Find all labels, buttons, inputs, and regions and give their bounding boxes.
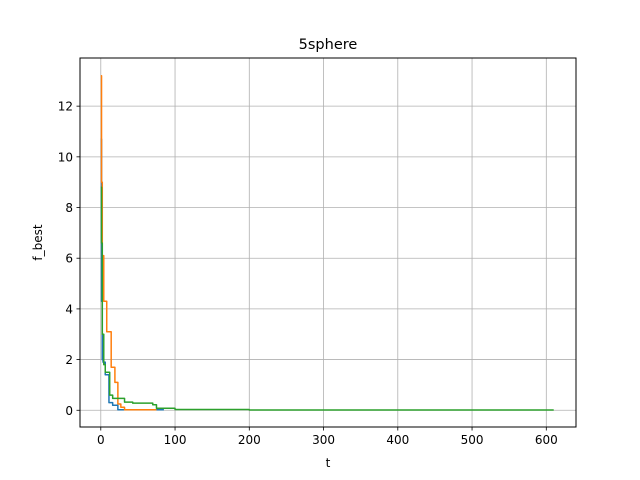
y-tick-label: 12 — [58, 100, 73, 114]
x-tick-label: 200 — [238, 433, 261, 447]
x-tick-label: 300 — [312, 433, 335, 447]
x-tick-label: 400 — [386, 433, 409, 447]
x-tick-label: 100 — [164, 433, 187, 447]
y-tick-label: 6 — [65, 252, 73, 266]
series-line-3 — [100, 186, 554, 411]
grid — [80, 58, 576, 427]
y-tick-label: 2 — [65, 353, 73, 367]
y-tick-label: 8 — [65, 201, 73, 215]
x-axis-label: t — [326, 456, 331, 470]
series-line-1 — [100, 138, 164, 411]
y-tick-label: 4 — [65, 302, 73, 316]
x-tick-label: 0 — [97, 433, 105, 447]
ticks: 0 100 200 300 400 500 600 0 2 4 6 8 10 12 — [58, 100, 558, 447]
chart-title: 5sphere — [299, 37, 358, 53]
y-tick-label: 0 — [65, 404, 73, 418]
x-tick-label: 600 — [535, 433, 558, 447]
plot-frame — [79, 57, 577, 428]
y-axis-label: f_best — [31, 224, 45, 260]
y-tick-label: 10 — [58, 150, 73, 164]
x-tick-label: 500 — [461, 433, 484, 447]
series-layer — [100, 74, 554, 411]
